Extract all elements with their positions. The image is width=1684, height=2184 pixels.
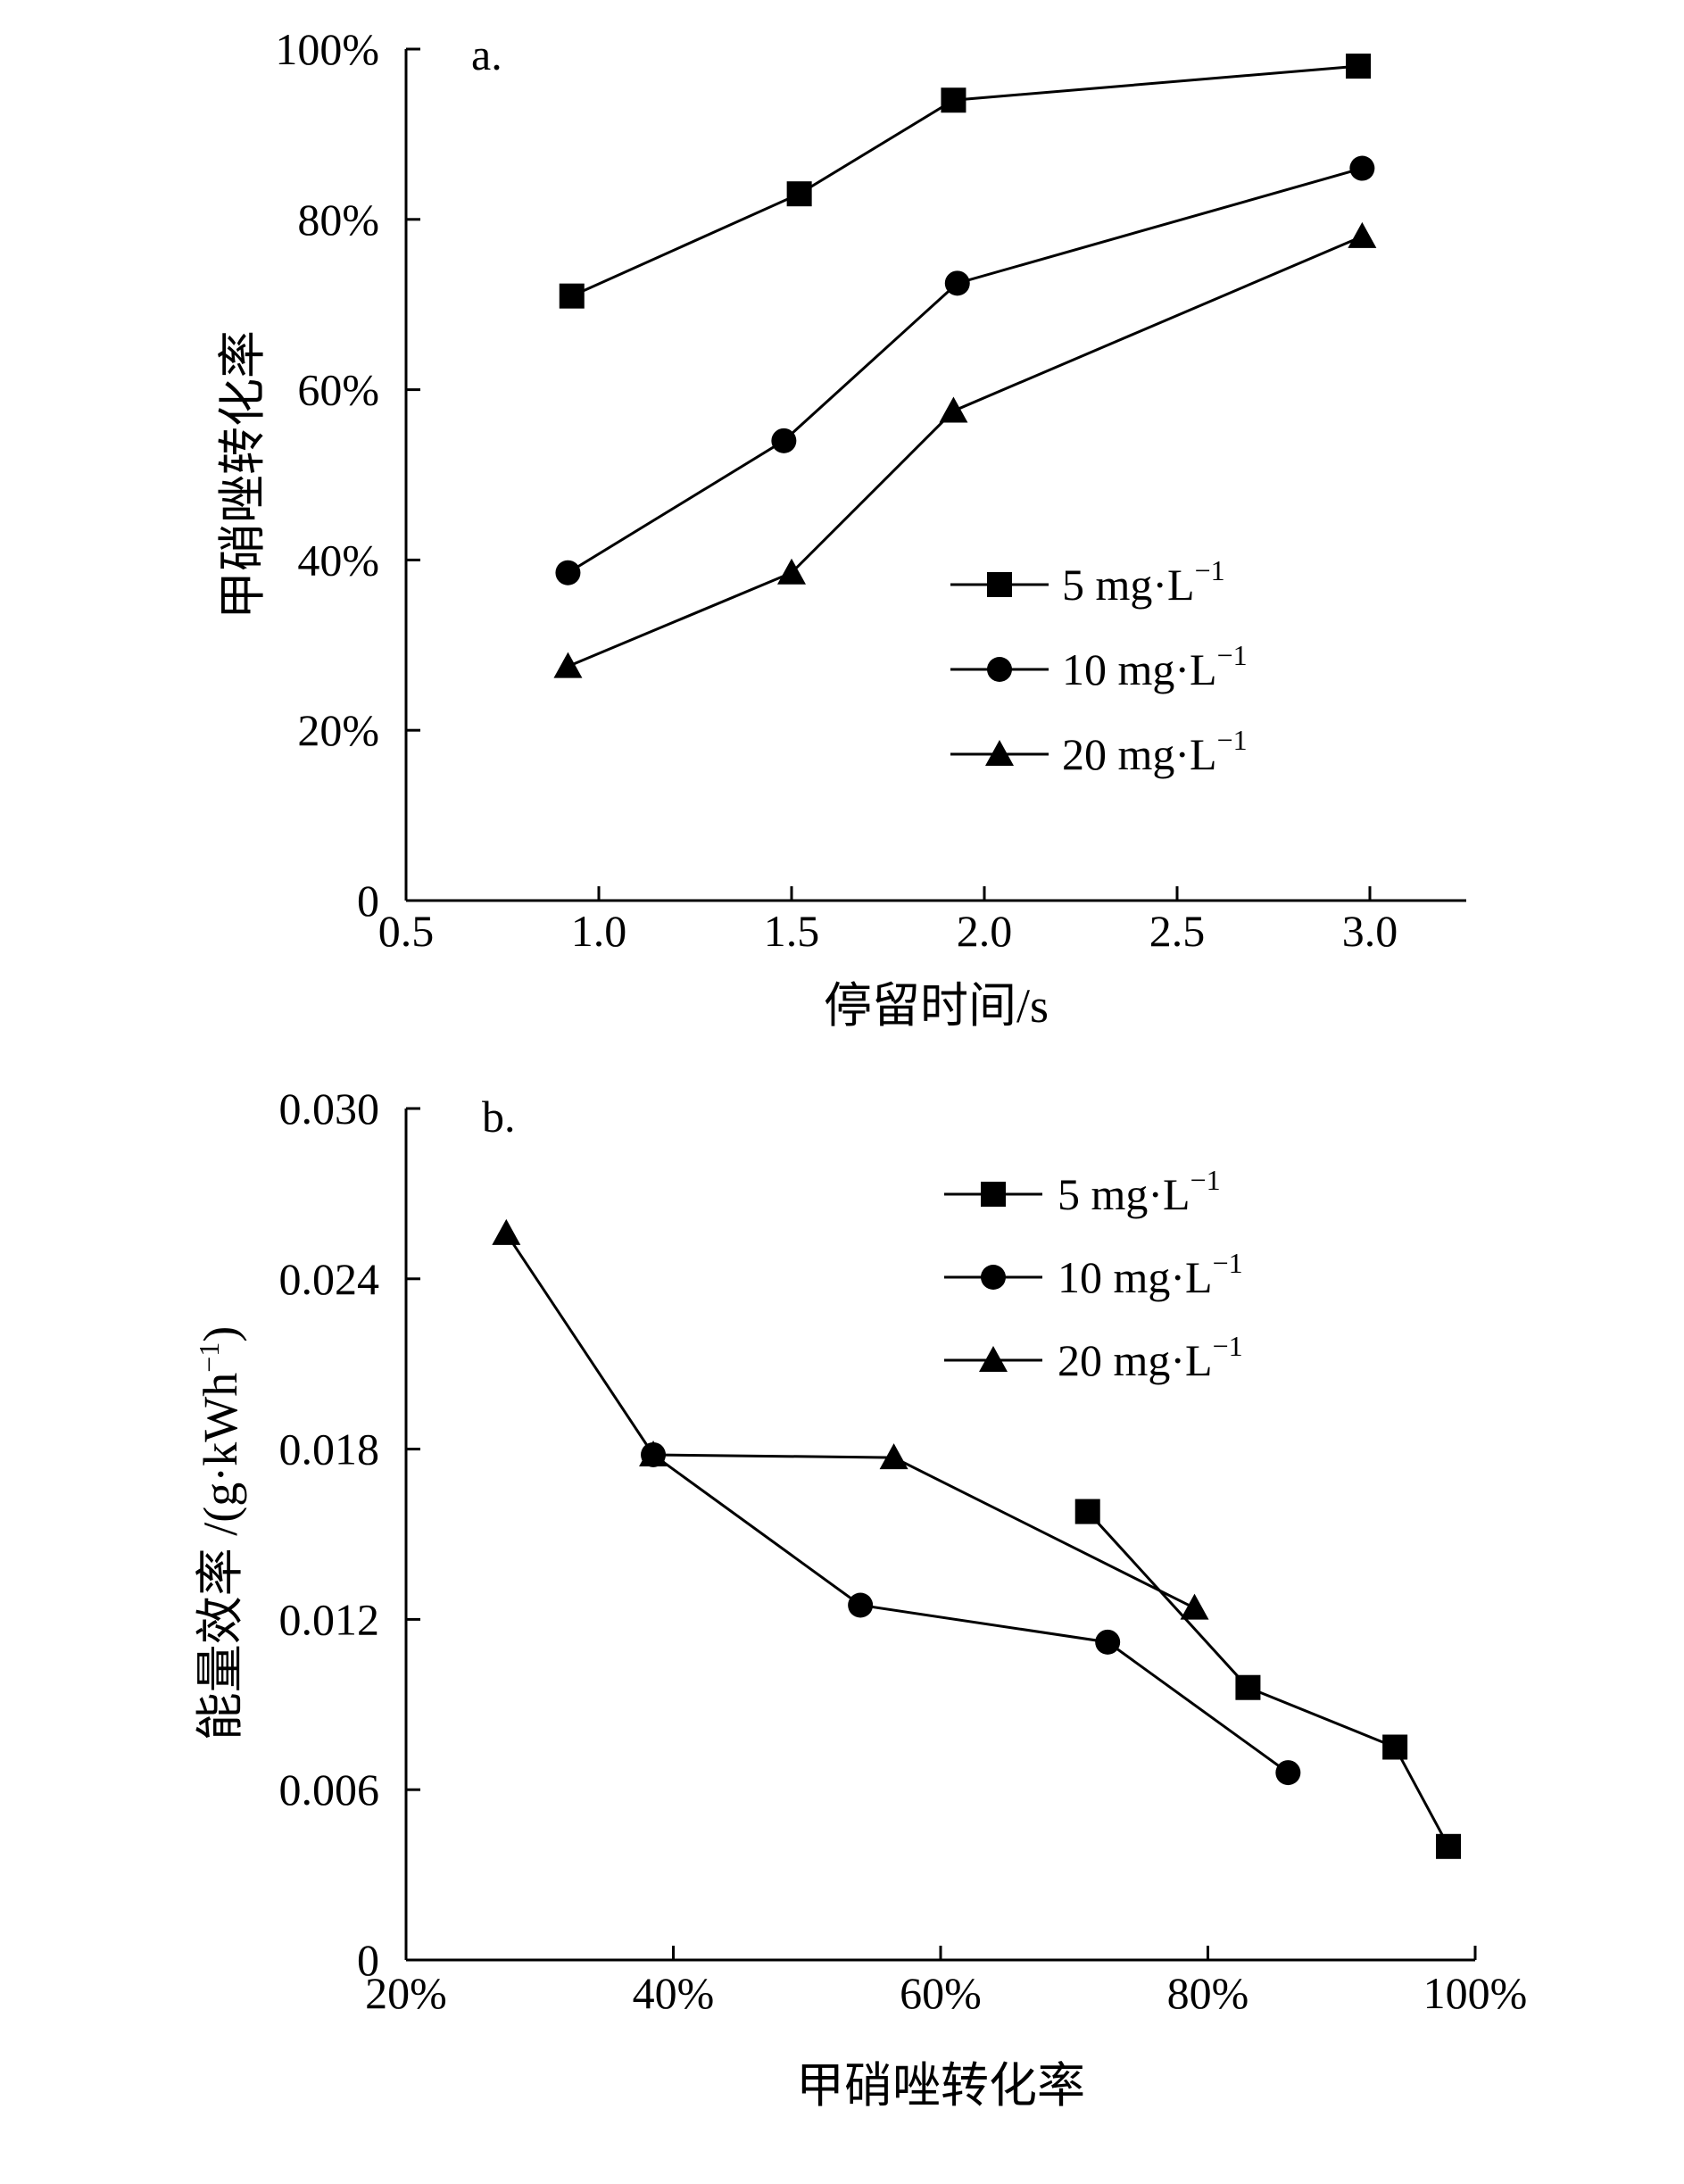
series-2-point <box>939 396 968 423</box>
legend-2-marker <box>985 740 1014 766</box>
x-tick-label: 0.5 <box>378 906 435 956</box>
legend-1-marker <box>981 1265 1006 1290</box>
legend-1-marker <box>987 657 1012 682</box>
x-axis-title: 甲硝唑转化率 <box>796 2059 1085 2113</box>
y-tick-label: 0.018 <box>279 1424 380 1474</box>
legend-0-marker <box>981 1182 1006 1207</box>
legend-1-label-main: 10 mg·L <box>1062 644 1217 694</box>
legend-0-label: 5 mg·L−1 <box>1062 554 1225 610</box>
series-2-line <box>567 235 1363 668</box>
y-axis-title-sup: −1 <box>193 1342 225 1373</box>
x-tick-label: 3.0 <box>1342 906 1398 956</box>
x-axis-title: 停留时间/s <box>824 979 1049 1033</box>
x-tick-label: 2.5 <box>1149 906 1206 956</box>
y-axis-title: 甲硝唑转化率 <box>216 330 270 619</box>
y-tick-label: 20% <box>297 705 379 755</box>
panel-label: a. <box>471 29 502 79</box>
y-axis-title-end: ) <box>194 1326 247 1342</box>
y-tick-label: 0.030 <box>279 1084 380 1134</box>
legend-2-marker <box>979 1346 1008 1372</box>
series-2-line <box>505 1233 1196 1610</box>
panel-label: b. <box>482 1092 516 1142</box>
series-0-point <box>1382 1734 1408 1760</box>
series-2-point <box>777 558 806 585</box>
series-0-point <box>786 181 812 207</box>
y-axis-title-main: 能量效率 /(g·kWh <box>194 1373 247 1740</box>
legend-1-label-sup: −1 <box>1217 639 1248 671</box>
series-1-point <box>1095 1629 1121 1655</box>
legend-0-label-main: 5 mg·L <box>1058 1169 1190 1219</box>
y-tick-label: 0.024 <box>279 1254 380 1304</box>
series-0-point <box>1074 1499 1100 1524</box>
series-1-line <box>652 1453 1290 1774</box>
series-0-line <box>1086 1510 1450 1848</box>
y-tick-label: 0.006 <box>279 1765 380 1814</box>
legend-0-label-sup: −1 <box>1195 554 1225 586</box>
series-2-point <box>492 1218 521 1245</box>
y-tick-label: 0 <box>357 1935 379 1985</box>
y-tick-label: 80% <box>297 195 379 245</box>
legend-1-label: 10 mg·L−1 <box>1058 1247 1243 1302</box>
chart-b: 20% 40% 60% 80% 100% 0 0.006 0.012 0.018 0.024 0.0… <box>193 1084 1527 2113</box>
x-tick-label: 1.0 <box>571 906 627 956</box>
series-0-point <box>1436 1833 1462 1859</box>
x-tick-label: 80% <box>1167 1968 1249 2018</box>
x-tick-label: 100% <box>1423 1968 1528 2018</box>
legend-2-label: 20 mg·L−1 <box>1058 1330 1243 1385</box>
series-1-point <box>1349 155 1375 181</box>
legend-2-label-sup: −1 <box>1213 1330 1243 1362</box>
series-1-point <box>1275 1760 1301 1786</box>
series-0-line <box>571 64 1359 298</box>
x-tick-label: 60% <box>900 1968 982 2018</box>
series-1-point <box>555 560 581 585</box>
series-1-point <box>848 1592 874 1618</box>
y-tick-label: 0 <box>357 876 379 926</box>
series-2-point <box>1348 221 1377 248</box>
series-0-point <box>1346 54 1372 79</box>
legend-0-label-main: 5 mg·L <box>1062 560 1195 610</box>
legend-2-label-sup: −1 <box>1217 724 1248 756</box>
series-0-point <box>941 87 966 113</box>
series-0-point <box>1235 1674 1261 1700</box>
y-tick-label: 40% <box>297 535 379 585</box>
legend-2-label: 20 mg·L−1 <box>1062 724 1248 779</box>
y-tick-label: 60% <box>297 365 379 415</box>
series-1-point <box>944 270 970 296</box>
legend-1-label-sup: −1 <box>1213 1247 1243 1279</box>
series-2-point <box>1180 1593 1209 1620</box>
series-0-point <box>559 283 585 309</box>
legend-1-label-main: 10 mg·L <box>1058 1252 1213 1302</box>
y-axis-title-main: 甲硝唑转化率 <box>216 330 270 619</box>
series-1-point <box>771 428 797 453</box>
series-2-point <box>639 1440 668 1466</box>
legend-0-marker <box>987 572 1012 597</box>
y-tick-label: 0.012 <box>279 1594 380 1644</box>
legend-2-label-main: 20 mg·L <box>1058 1335 1213 1385</box>
series-1-line <box>567 167 1363 574</box>
legend-2-label-main: 20 mg·L <box>1062 729 1217 779</box>
chart-a: 0.5 1.0 1.5 2.0 2.5 3.0 0 20% 40% 60% 80% 100% a. 停留时… <box>216 24 1466 1033</box>
x-tick-label: 20% <box>365 1968 447 2018</box>
x-tick-label: 2.0 <box>957 906 1013 956</box>
x-tick-label: 1.5 <box>764 906 820 956</box>
y-tick-label: 100% <box>275 24 379 74</box>
legend-0-label-sup: −1 <box>1190 1164 1221 1196</box>
legend-0-label: 5 mg·L−1 <box>1058 1164 1221 1219</box>
x-tick-label: 40% <box>633 1968 715 2018</box>
legend-1-label: 10 mg·L−1 <box>1062 639 1248 694</box>
series-2-point <box>879 1443 908 1470</box>
y-axis-title: 能量效率 /(g·kWh−1) <box>193 1326 247 1740</box>
series-2-point <box>553 652 583 678</box>
